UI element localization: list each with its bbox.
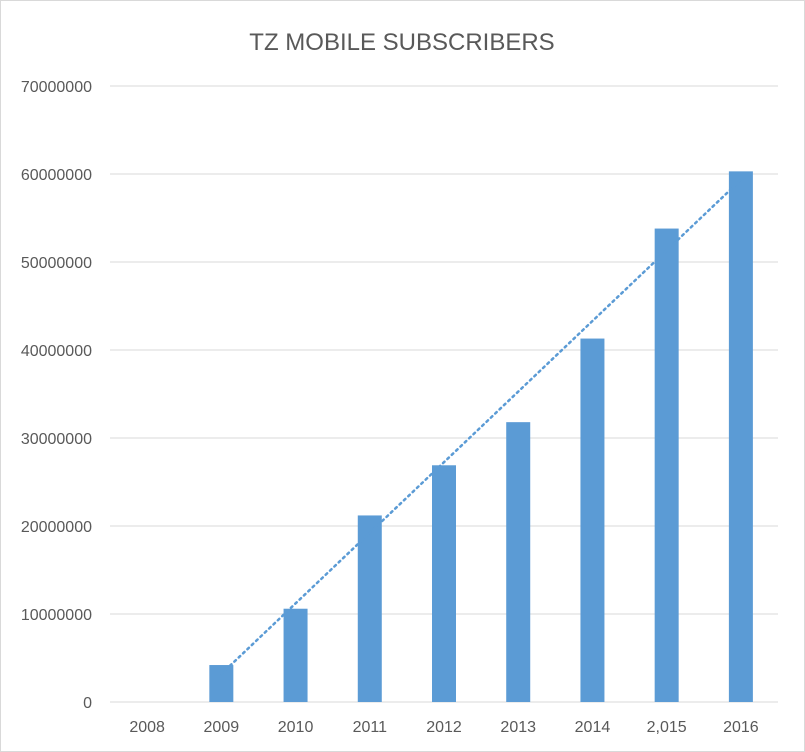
bar-2014: [580, 338, 605, 702]
bar-2,015: [654, 228, 679, 702]
y-tick-label: 0: [83, 695, 92, 712]
bar-2016: [728, 171, 753, 703]
x-tick-label: 2008: [129, 719, 165, 736]
trendline: [220, 178, 743, 676]
trendline-group: [220, 178, 743, 676]
y-axis-ticks: 0 10000000 20000000 30000000 40000000 5000000…: [21, 79, 92, 712]
y-tick-label: 10000000: [21, 607, 92, 624]
bar-2011: [357, 515, 382, 702]
bar-2013: [506, 422, 531, 702]
bar-2009: [209, 665, 234, 702]
bar-2012: [432, 465, 456, 702]
y-tick-label: 30000000: [21, 431, 92, 448]
x-tick-label: 2014: [575, 719, 611, 736]
chart-title: TZ MOBILE SUBSCRIBERS: [249, 29, 554, 56]
y-tick-label: 20000000: [21, 519, 92, 536]
x-tick-label: 2012: [426, 719, 462, 736]
y-tick-label: 50000000: [21, 255, 92, 272]
x-tick-label: 2009: [204, 719, 240, 736]
x-tick-label: 2011: [353, 719, 388, 736]
x-tick-label: 2016: [723, 719, 759, 736]
x-tick-label: 2013: [500, 719, 536, 736]
y-tick-label: 60000000: [21, 167, 92, 184]
x-tick-label: 2010: [278, 719, 314, 736]
y-tick-label: 70000000: [21, 79, 92, 96]
bar-2010: [283, 608, 308, 702]
x-axis-ticks: 2008 2009 2010 2011 2012 2013 2014 2,015 2016: [129, 719, 758, 736]
x-tick-label: 2,015: [647, 719, 687, 736]
bars: [209, 171, 753, 703]
y-tick-label: 40000000: [21, 343, 92, 360]
